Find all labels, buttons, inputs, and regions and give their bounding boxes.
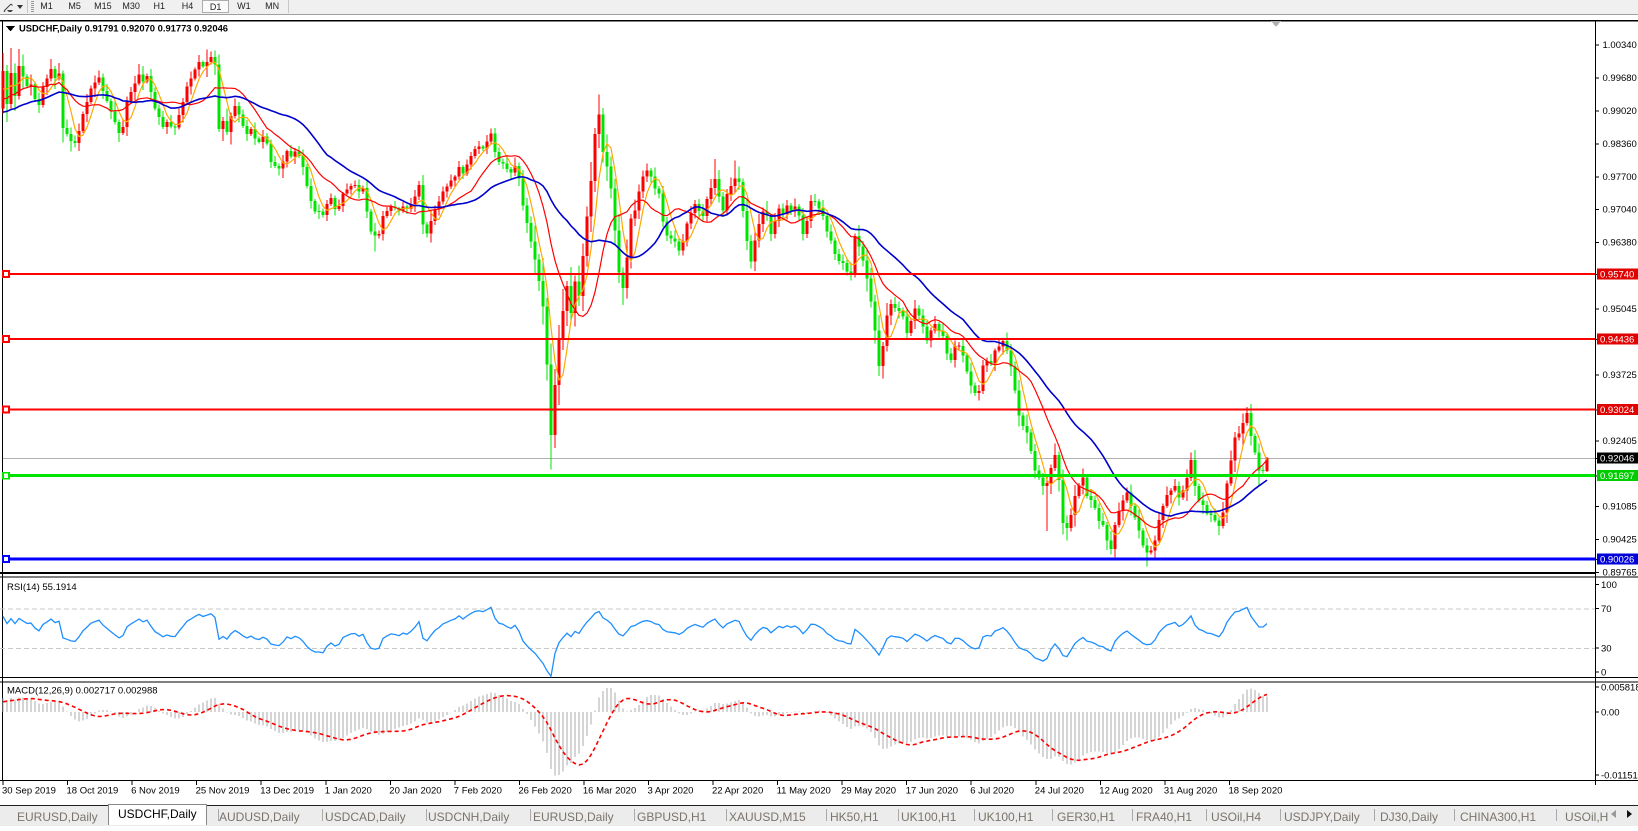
svg-text:31 Aug 2020: 31 Aug 2020 bbox=[1164, 786, 1217, 797]
svg-text:0.93024: 0.93024 bbox=[1600, 405, 1634, 416]
svg-text:6 Jul 2020: 6 Jul 2020 bbox=[970, 786, 1014, 797]
svg-text:-0.011514: -0.011514 bbox=[1601, 771, 1638, 782]
svg-text:0.97700: 0.97700 bbox=[1603, 172, 1637, 183]
svg-text:1.00340: 1.00340 bbox=[1603, 40, 1637, 51]
svg-text:20 Jan 2020: 20 Jan 2020 bbox=[389, 786, 441, 797]
svg-text:100: 100 bbox=[1601, 580, 1617, 591]
svg-text:26 Feb 2020: 26 Feb 2020 bbox=[518, 786, 571, 797]
svg-text:0.92046: 0.92046 bbox=[1600, 454, 1634, 465]
svg-text:0.98360: 0.98360 bbox=[1603, 139, 1637, 150]
svg-text:0.90026: 0.90026 bbox=[1600, 555, 1634, 566]
svg-text:7 Feb 2020: 7 Feb 2020 bbox=[454, 786, 502, 797]
svg-text:0.95045: 0.95045 bbox=[1603, 304, 1637, 315]
svg-text:1 Jan 2020: 1 Jan 2020 bbox=[325, 786, 372, 797]
svg-text:17 Jun 2020: 17 Jun 2020 bbox=[906, 786, 958, 797]
svg-text:3 Apr 2020: 3 Apr 2020 bbox=[648, 786, 694, 797]
svg-text:25 Nov 2019: 25 Nov 2019 bbox=[196, 786, 250, 797]
svg-text:22 Apr 2020: 22 Apr 2020 bbox=[712, 786, 763, 797]
svg-text:0.005818: 0.005818 bbox=[1601, 683, 1638, 694]
svg-text:6 Nov 2019: 6 Nov 2019 bbox=[131, 786, 180, 797]
svg-text:USDCHF,Daily 0.91791 0.92070: USDCHF,Daily 0.91791 0.92070 0.91773 0.9… bbox=[19, 23, 228, 34]
svg-text:0.99020: 0.99020 bbox=[1603, 106, 1637, 117]
svg-text:24 Jul 2020: 24 Jul 2020 bbox=[1035, 786, 1084, 797]
svg-text:11 May 2020: 11 May 2020 bbox=[777, 786, 831, 797]
svg-text:0.95740: 0.95740 bbox=[1600, 270, 1634, 281]
svg-text:30 Sep 2019: 30 Sep 2019 bbox=[2, 786, 56, 797]
svg-text:18 Oct 2019: 18 Oct 2019 bbox=[67, 786, 119, 797]
svg-text:12 Aug 2020: 12 Aug 2020 bbox=[1099, 786, 1152, 797]
svg-text:0.90425: 0.90425 bbox=[1603, 535, 1637, 546]
svg-text:29 May 2020: 29 May 2020 bbox=[841, 786, 896, 797]
svg-text:13 Dec 2019: 13 Dec 2019 bbox=[260, 786, 314, 797]
svg-text:0.97040: 0.97040 bbox=[1603, 205, 1637, 216]
svg-text:0.00: 0.00 bbox=[1601, 707, 1620, 718]
svg-text:RSI(14) 55.1914: RSI(14) 55.1914 bbox=[7, 582, 77, 593]
svg-text:70: 70 bbox=[1601, 604, 1612, 615]
svg-text:0.89765: 0.89765 bbox=[1603, 568, 1637, 579]
svg-text:0.99680: 0.99680 bbox=[1603, 73, 1637, 84]
svg-text:0.94436: 0.94436 bbox=[1600, 335, 1634, 346]
svg-text:16 Mar 2020: 16 Mar 2020 bbox=[583, 786, 636, 797]
svg-text:0.96380: 0.96380 bbox=[1603, 238, 1637, 249]
svg-text:0.91085: 0.91085 bbox=[1603, 502, 1637, 513]
svg-text:MACD(12,26,9) 0.002717 0.00298: MACD(12,26,9) 0.002717 0.002988 bbox=[7, 686, 158, 697]
svg-text:0.93725: 0.93725 bbox=[1603, 370, 1637, 381]
svg-text:0.92405: 0.92405 bbox=[1603, 436, 1637, 447]
svg-text:0.91697: 0.91697 bbox=[1600, 471, 1634, 482]
svg-text:30: 30 bbox=[1601, 644, 1612, 655]
svg-text:0: 0 bbox=[1601, 668, 1606, 679]
svg-text:18 Sep 2020: 18 Sep 2020 bbox=[1229, 786, 1283, 797]
